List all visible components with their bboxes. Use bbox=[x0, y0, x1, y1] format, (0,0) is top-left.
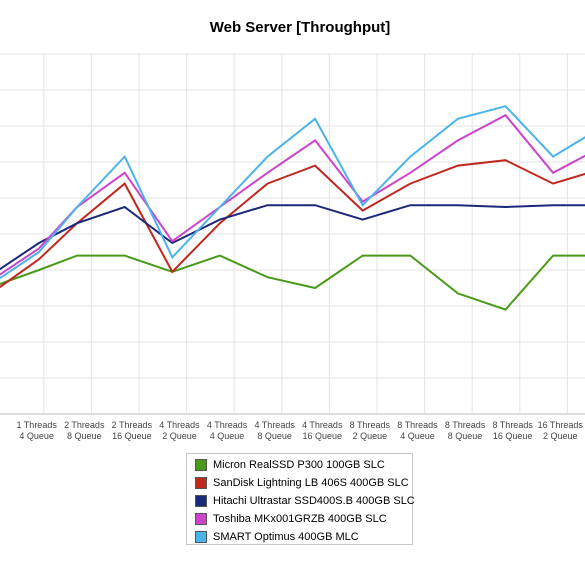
legend-label: Hitachi Ultrastar SSD400S.B 400GB SLC bbox=[213, 495, 415, 507]
x-tick-label: 16 Queue bbox=[493, 431, 533, 441]
x-tick-label: 8 Queue bbox=[448, 431, 483, 441]
series-line-3 bbox=[0, 113, 585, 276]
x-tick-label: 2 Queue bbox=[543, 431, 578, 441]
x-tick-label: 8 Queue bbox=[67, 431, 102, 441]
x-tick-label: 4 Queue bbox=[19, 431, 54, 441]
x-tick-label: 4 Threads bbox=[254, 420, 295, 430]
legend-item: Hitachi Ultrastar SSD400S.B 400GB SLC bbox=[195, 494, 415, 508]
legend-item: Toshiba MKx001GRZB 400GB SLC bbox=[195, 512, 387, 526]
x-tick-label: 8 Threads bbox=[445, 420, 486, 430]
grid bbox=[0, 53, 585, 415]
series-line-0 bbox=[0, 254, 585, 311]
legend: Micron RealSSD P300 100GB SLC SanDisk Lig… bbox=[186, 453, 415, 545]
x-tick-label: 4 Threads bbox=[207, 420, 248, 430]
legend-swatch bbox=[195, 495, 207, 507]
series-line-4 bbox=[0, 105, 585, 280]
legend-item: SanDisk Lightning LB 406S 400GB SLC bbox=[195, 476, 409, 490]
x-tick-label: 16 Threads bbox=[538, 420, 584, 430]
legend-label: Toshiba MKx001GRZB 400GB SLC bbox=[213, 513, 387, 525]
legend-swatch bbox=[195, 513, 207, 525]
x-tick-label: 2 Threads bbox=[64, 420, 105, 430]
x-tick-label: 8 Threads bbox=[397, 420, 438, 430]
legend-swatch bbox=[195, 459, 207, 471]
x-tick-label: 4 Threads bbox=[302, 420, 343, 430]
series-line-1 bbox=[0, 159, 585, 289]
x-tick-label: 2 Threads bbox=[112, 420, 153, 430]
legend-item: Micron RealSSD P300 100GB SLC bbox=[195, 458, 385, 472]
x-tick-label: 8 Threads bbox=[350, 420, 391, 430]
x-tick-label: 4 Queue bbox=[210, 431, 245, 441]
x-tick-label: 16 Queue bbox=[302, 431, 342, 441]
series-lines bbox=[0, 105, 585, 311]
x-tick-label: 2 Queue bbox=[353, 431, 388, 441]
legend-swatch bbox=[195, 531, 207, 543]
legend-label: SMART Optimus 400GB MLC bbox=[213, 531, 359, 543]
legend-swatch bbox=[195, 477, 207, 489]
chart-title: Web Server [Throughput] bbox=[209, 19, 391, 36]
legend-label: SanDisk Lightning LB 406S 400GB SLC bbox=[213, 477, 409, 489]
x-tick-label: 1 Threads bbox=[16, 420, 57, 430]
x-tick-label: 4 Queue bbox=[400, 431, 435, 441]
legend-label: Micron RealSSD P300 100GB SLC bbox=[213, 459, 385, 471]
x-tick-label: 8 Threads bbox=[492, 420, 533, 430]
x-tick-label: 2 Queue bbox=[162, 431, 197, 441]
x-tick-label: 8 Queue bbox=[257, 431, 292, 441]
x-tick-label: 16 Queue bbox=[112, 431, 152, 441]
series-line-2 bbox=[0, 204, 585, 271]
legend-item: SMART Optimus 400GB MLC bbox=[195, 530, 359, 544]
x-tick-label: 4 Threads bbox=[159, 420, 200, 430]
